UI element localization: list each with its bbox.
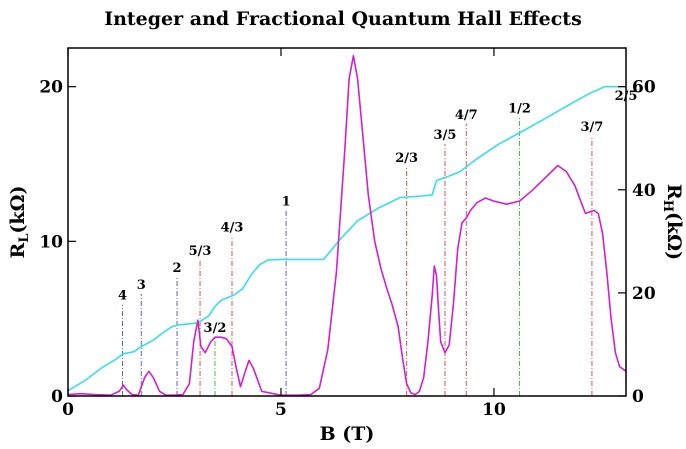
filling-factor-label: 3/2 [204, 321, 227, 336]
y-left-tick-label: 10 [39, 232, 63, 252]
x-tick-label: 0 [62, 400, 74, 420]
filling-factor-label: 4 [118, 289, 127, 304]
filling-factor-label: 5/3 [189, 244, 212, 259]
y-left-tick-label: 0 [51, 387, 63, 407]
x-tick-label: 10 [482, 400, 506, 420]
y-right-label-sub: H [660, 200, 675, 212]
y-left-label-main: R [7, 243, 29, 259]
y-left-label-unit: (kΩ) [7, 186, 29, 234]
filling-factor-label: 2 [173, 261, 182, 276]
longitudinal-resistance-curve [67, 54, 627, 397]
filling-factor-label: 1 [282, 194, 291, 209]
filling-factor-label: 4/3 [221, 221, 244, 236]
x-axis-label: B (T) [320, 423, 375, 445]
y-right-axis-label: RH(kΩ) [660, 184, 685, 260]
hall-resistance-curve [67, 85, 626, 392]
filling-factor-label: 2/3 [395, 151, 418, 166]
filling-factor-label: 3 [137, 278, 146, 293]
y-left-tick-label: 20 [39, 78, 63, 98]
filling-factor-label: 3/7 [581, 120, 604, 135]
chart-title: Integer and Fractional Quantum Hall Effe… [104, 8, 582, 30]
y-left-axis-label: RL(kΩ) [7, 186, 32, 259]
y-right-tick-label: 40 [632, 181, 656, 201]
plot-frame [67, 47, 627, 397]
y-left-label-sub: L [17, 234, 32, 243]
axis-layer: 0 5 10 0 10 20 0 20 40 60 [39, 48, 656, 420]
y-right-label-main: R [663, 184, 685, 200]
filling-factor-label: 3/5 [434, 128, 457, 143]
y-right-tick-label: 0 [632, 387, 644, 407]
y-right-tick-label: 20 [632, 284, 656, 304]
x-tick-label: 5 [275, 400, 287, 420]
filling-factor-label: 4/7 [455, 108, 478, 123]
series-layer [67, 54, 627, 397]
y-right-label-unit: (kΩ) [663, 212, 685, 260]
filling-factor-label: 1/2 [508, 102, 531, 117]
y-right-tick-label: 60 [632, 78, 656, 98]
